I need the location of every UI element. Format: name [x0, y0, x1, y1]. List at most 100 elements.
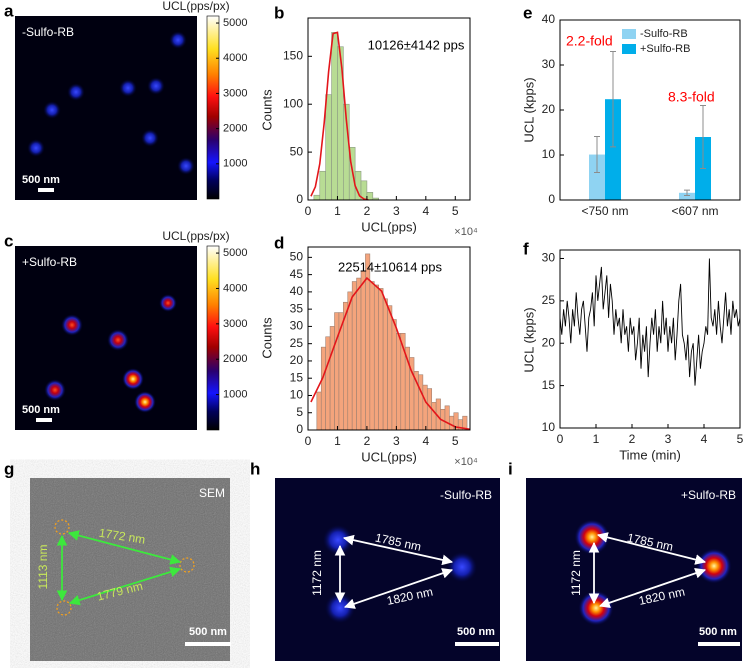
- x-tick-label: 2: [364, 434, 371, 448]
- panel-letter: i: [508, 459, 513, 478]
- y-tick-label: 35: [290, 301, 304, 315]
- emission-spot: [119, 79, 137, 97]
- legend-swatch: [622, 29, 636, 39]
- scale-bar-label: 500 nm: [699, 626, 737, 638]
- y-tick-label: 25: [542, 293, 556, 307]
- y-tick-label: 25: [290, 336, 304, 350]
- x-tick-label: 5: [452, 434, 459, 448]
- histogram-bar: [325, 94, 332, 201]
- emission-spot: [107, 329, 129, 351]
- x-tick-label: 4: [422, 434, 429, 448]
- histogram-bar: [356, 277, 362, 431]
- emission-spot: [134, 391, 156, 413]
- histogram-bar: [382, 298, 388, 431]
- y-tick-label: 20: [542, 102, 556, 116]
- particle-marker: [54, 519, 70, 535]
- y-tick-label: 0: [296, 422, 303, 436]
- x-tick-label: 5: [737, 432, 744, 446]
- image-background: [15, 16, 197, 200]
- colorbar-tick-label: 2000: [223, 123, 247, 135]
- x-tick-label: 4: [701, 432, 708, 446]
- histogram-bar: [378, 288, 384, 431]
- panel-letter: b: [274, 3, 284, 22]
- x-axis-label: UCL(pps): [361, 449, 417, 464]
- y-tick-label: 30: [542, 251, 556, 265]
- x-tick-label: <607 nm: [671, 204, 718, 218]
- colorbar-title: UCL(pps/px): [162, 0, 229, 13]
- y-tick-label: 10: [290, 388, 304, 402]
- x-tick-label: 1: [334, 434, 341, 448]
- y-tick-label: 50: [290, 144, 304, 158]
- histogram-bar: [369, 281, 375, 431]
- emission-spot: [67, 83, 85, 101]
- emission-spot: [696, 548, 732, 584]
- bar: [605, 99, 621, 200]
- histogram-bar: [387, 305, 393, 431]
- emission-spot: [169, 31, 187, 49]
- panel-letter: e: [523, 3, 532, 22]
- x-axis-multiplier: ×10⁴: [454, 226, 478, 238]
- y-tick-label: 15: [290, 370, 304, 384]
- y-tick-label: 30: [542, 57, 556, 71]
- x-tick-label: 1: [593, 432, 600, 446]
- histogram-bar: [319, 170, 326, 201]
- scale-bar: [698, 642, 740, 646]
- error-bar: [700, 105, 706, 169]
- x-tick-label: 4: [422, 204, 429, 218]
- y-axis-label: Counts: [259, 317, 274, 359]
- panel-letter: a: [4, 1, 14, 20]
- plot-frame: [307, 17, 471, 201]
- y-tick-label: 20: [542, 335, 556, 349]
- colorbar-tick-label: 1000: [223, 389, 247, 401]
- histogram-bar: [351, 281, 357, 431]
- colorbar-tick-label: 4000: [223, 52, 247, 64]
- emission-spot: [122, 368, 144, 390]
- y-tick-label: 100: [283, 96, 303, 110]
- colorbar-tick-label: 3000: [223, 318, 247, 330]
- colorbar-tick-label: 3000: [223, 87, 247, 99]
- colorbar: [206, 15, 220, 200]
- legend-label: +Sulfo-RB: [640, 43, 690, 55]
- legend-label: -Sulfo-RB: [640, 28, 688, 40]
- particle-marker: [179, 557, 195, 573]
- histogram-bar: [320, 346, 326, 431]
- histogram-bar: [444, 405, 450, 431]
- x-tick-label: 1: [334, 204, 341, 218]
- histogram-bar: [431, 402, 437, 431]
- histogram-bar: [347, 291, 353, 431]
- colorbar-tick-label: 1000: [223, 158, 247, 170]
- plot-frame: [307, 246, 471, 431]
- scale-bar-label: 500 nm: [22, 174, 60, 186]
- x-tick-label: 3: [665, 432, 672, 446]
- distance-label: 1172 nm: [310, 550, 324, 596]
- line: [559, 258, 741, 386]
- histogram-bar: [449, 415, 455, 431]
- panel-letter: c: [4, 231, 13, 250]
- histogram-bar: [391, 319, 397, 431]
- y-tick-label: 5: [296, 405, 303, 419]
- scale-bar-label: 500 nm: [189, 626, 227, 638]
- caption: -Sulfo-RB: [22, 25, 74, 39]
- panel-letter: f: [523, 239, 529, 258]
- panel-letter: g: [4, 459, 14, 478]
- colorbar-title: UCL(pps/px): [162, 229, 229, 243]
- caption: SEM: [199, 486, 225, 500]
- x-axis-label: UCL(pps): [361, 219, 417, 234]
- y-tick-label: 30: [290, 319, 304, 333]
- y-tick-label: 0: [296, 192, 303, 206]
- annotation: 10126±4142 pps: [368, 37, 465, 52]
- emission-spot: [141, 129, 159, 147]
- x-tick-label: 0: [305, 204, 312, 218]
- scale-bar: [36, 418, 52, 422]
- y-tick-label: 150: [283, 48, 303, 62]
- x-tick-label: 3: [393, 204, 400, 218]
- bar: [589, 154, 605, 200]
- colorbar-tick-label: 4000: [223, 282, 247, 294]
- distance-arrow: [596, 532, 707, 565]
- histogram-bar: [418, 374, 424, 431]
- colorbar: [206, 245, 220, 431]
- x-axis-multiplier: ×10⁴: [454, 456, 478, 468]
- y-axis-label: UCL (kpps): [521, 307, 536, 372]
- error-bar: [610, 51, 616, 148]
- error-bar: [684, 189, 690, 196]
